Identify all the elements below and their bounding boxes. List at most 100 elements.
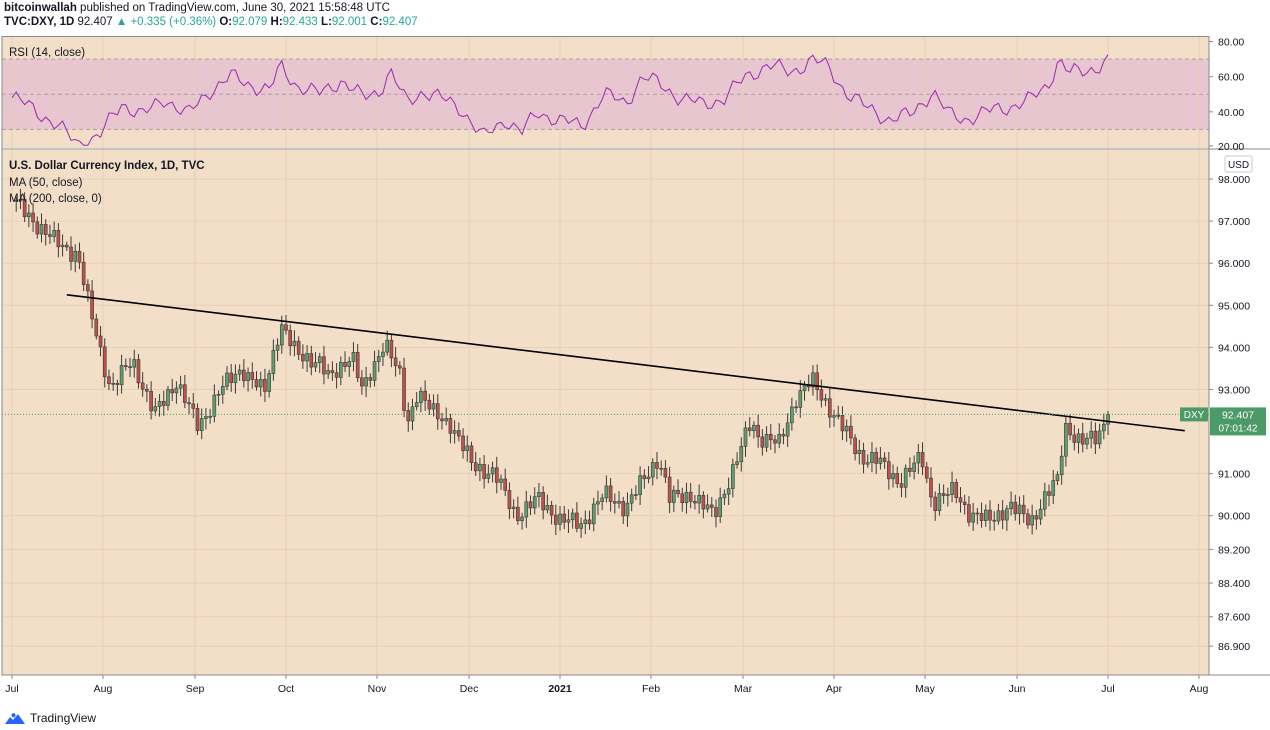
candle-up: [672, 489, 676, 503]
candle-up: [570, 512, 575, 521]
candle-down: [701, 494, 706, 510]
candle-down: [1013, 501, 1018, 515]
candle-up: [802, 384, 807, 392]
candle-down: [254, 379, 259, 388]
candle-up: [1005, 508, 1009, 521]
candle-up: [465, 445, 470, 452]
candle-up: [764, 434, 769, 448]
candle-up: [832, 415, 836, 418]
candle-up: [545, 505, 550, 511]
currency-badge[interactable]: USD: [1224, 155, 1253, 173]
candle-down: [473, 462, 478, 472]
tradingview-brand: TradingView: [30, 711, 97, 725]
time-tick-label: Jul: [1101, 683, 1114, 695]
candle-down: [124, 365, 128, 367]
price-axis-bg: [1209, 36, 1270, 700]
candle-down: [406, 410, 411, 422]
candle-up: [410, 406, 415, 422]
candle-up: [697, 494, 701, 504]
trendline[interactable]: [66, 293, 1185, 432]
symbol-badge: [1180, 407, 1208, 422]
time-tick-label: Jul: [5, 683, 18, 695]
candle-up: [777, 433, 782, 444]
candle-up: [916, 452, 921, 464]
candle-up: [718, 497, 723, 517]
price-axis-ticks[interactable]: 98.000 97.000 96.000 95.000 94.000 93.000 91.0…: [1209, 174, 1250, 653]
candle-up: [937, 493, 942, 512]
candle-down: [43, 224, 48, 235]
candle-up: [246, 372, 250, 382]
candle-up: [208, 415, 212, 418]
candle-up: [1106, 414, 1110, 425]
price-tick-label: 94.000: [1218, 342, 1250, 354]
candle-up: [27, 212, 31, 218]
candle-up: [313, 362, 318, 368]
candle-down: [343, 361, 347, 367]
candle-up: [490, 467, 495, 475]
candle-down: [1000, 510, 1005, 521]
candle-up: [279, 324, 284, 346]
candle-up: [385, 339, 389, 353]
time-tick-label: Dec: [460, 683, 479, 695]
symbol-badge-text: DXY: [1184, 410, 1205, 421]
candle-down: [709, 504, 714, 508]
candle-down: [427, 400, 432, 410]
candle-down: [457, 430, 461, 437]
candle-up: [237, 369, 242, 375]
candle-down: [714, 507, 718, 517]
candle-down: [874, 452, 878, 464]
candle-up: [865, 462, 870, 465]
price-pane-bg: [2, 150, 1209, 675]
candle-down: [887, 461, 891, 480]
candle-up: [216, 393, 221, 396]
candle-up: [798, 390, 803, 408]
candles: [14, 188, 1110, 539]
candle-up: [1089, 430, 1093, 439]
candle-up: [305, 353, 309, 362]
candle-down: [747, 427, 752, 432]
candle-up: [347, 361, 352, 367]
author: bitcoinwallah: [4, 2, 77, 14]
candle-down: [115, 383, 120, 386]
candle-up: [174, 387, 179, 394]
candle-down: [69, 246, 73, 262]
candle-down: [621, 501, 626, 517]
candle-up: [604, 485, 609, 499]
candle-up: [844, 425, 849, 432]
candle-down: [979, 513, 984, 521]
time-tick-label: May: [915, 683, 936, 695]
candle-down: [899, 483, 904, 488]
candle-down: [587, 519, 592, 525]
candle-up: [1064, 422, 1068, 457]
chart-canvas[interactable]: 98.000 97.000 96.000 95.000 94.000 93.000 91.0…: [0, 36, 1270, 700]
candle-down: [1068, 422, 1072, 436]
candle-down: [191, 403, 196, 409]
close-label: C:: [370, 16, 383, 28]
chart-area[interactable]: 98.000 97.000 96.000 95.000 94.000 93.000 91.0…: [0, 36, 1270, 700]
candle-up: [735, 461, 739, 465]
candle-down: [170, 389, 174, 394]
candle-down: [322, 356, 326, 375]
candle-up: [558, 513, 562, 525]
candle-down: [195, 408, 200, 431]
ma50-label: MA (50, close): [9, 177, 83, 189]
candle-up: [752, 424, 756, 432]
candle-down: [288, 330, 293, 347]
last-price-badge: DXY 92.407 07:01:42: [1180, 407, 1266, 436]
rsi-axis-ticks[interactable]: 80.00 60.00 40.00 20.00: [1209, 37, 1244, 153]
price-badge: [1210, 407, 1266, 436]
time-tick-label: Sep: [186, 683, 205, 695]
candle-up: [1042, 491, 1047, 510]
candle-up: [511, 506, 516, 509]
candle-up: [870, 452, 874, 464]
time-axis-ticks[interactable]: Jul Aug Sep Oct Nov Dec 2021 Feb Mar Apr May Jun Jul…: [5, 675, 1208, 695]
candle-down: [77, 250, 82, 263]
candle-up: [111, 383, 115, 385]
candle-up: [1102, 423, 1106, 432]
candle-up: [739, 446, 744, 463]
candle-down: [655, 462, 659, 469]
countdown-text: 07:01:42: [1219, 423, 1258, 434]
candle-up: [722, 493, 727, 499]
candle-down: [1093, 430, 1098, 445]
candle-down: [461, 435, 465, 452]
